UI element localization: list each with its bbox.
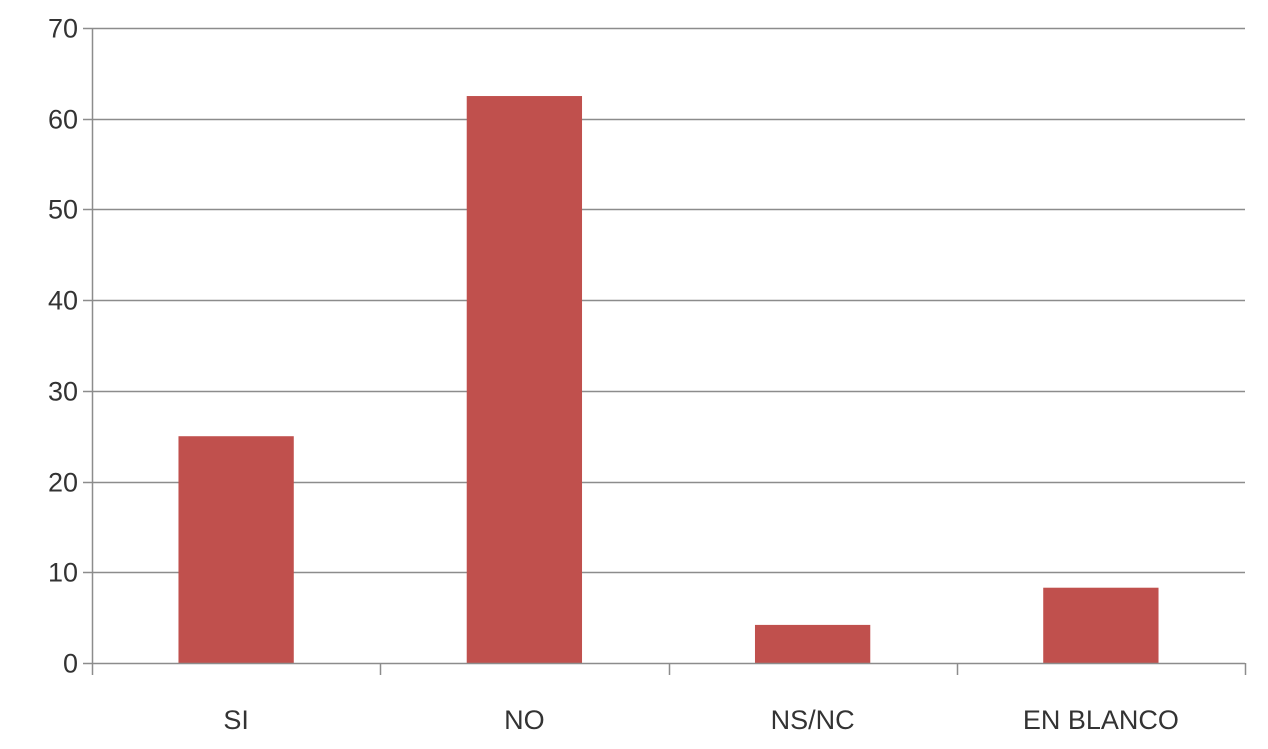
bar-ns-nc — [754, 624, 871, 663]
y-tick-label: 60 — [48, 105, 78, 135]
x-category-label: SI — [223, 705, 249, 735]
x-category-label: EN BLANCO — [1023, 705, 1179, 735]
y-tick-label: 20 — [48, 468, 78, 498]
y-tick-label: 50 — [48, 195, 78, 225]
y-tick-label: 30 — [48, 377, 78, 407]
labels: 0 10 20 30 40 50 60 70 SI NO NS/NC EN BLANCO — [48, 14, 1179, 736]
x-category-label: NS/NC — [771, 705, 855, 735]
x-category-label: NO — [504, 705, 545, 735]
axes — [83, 27, 1247, 675]
bar-no — [466, 96, 583, 664]
y-tick-label: 10 — [48, 558, 78, 588]
bar-si — [178, 436, 294, 663]
y-tick-label: 0 — [63, 649, 78, 679]
y-tick-label: 70 — [48, 14, 78, 44]
y-tick-label: 40 — [48, 286, 78, 316]
bar-en-blanco — [1043, 587, 1159, 663]
bars — [178, 96, 1159, 664]
